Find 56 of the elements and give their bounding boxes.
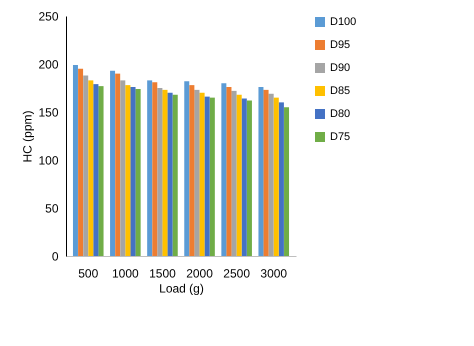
bar: [232, 90, 237, 256]
bar: [88, 80, 94, 256]
bar: [236, 94, 242, 256]
bar: [157, 88, 162, 256]
bar: [242, 98, 247, 256]
bar: [200, 92, 205, 256]
bar: [284, 107, 290, 256]
legend-label: D80: [330, 108, 350, 120]
bar: [246, 100, 252, 256]
bar: [115, 74, 120, 256]
bar: [194, 90, 200, 256]
y-tick-label: 0: [52, 250, 59, 264]
x-tick-label: 3000: [260, 266, 288, 280]
y-tick-label: 50: [45, 202, 59, 216]
x-tick-label: 2500: [223, 266, 250, 280]
bar: [72, 64, 78, 256]
bar: [93, 84, 98, 256]
bar: [162, 90, 168, 256]
bar: [264, 90, 269, 256]
bar: [204, 96, 210, 256]
x-tick-label: 1000: [112, 266, 140, 280]
x-tick-label: 500: [78, 266, 99, 280]
bar: [210, 98, 215, 256]
x-tick-label: 1500: [149, 266, 176, 280]
bar: [147, 80, 152, 256]
y-tick-label: 200: [38, 58, 59, 72]
bar: [274, 98, 279, 256]
y-tick-label: 250: [38, 10, 59, 24]
bar: [172, 94, 178, 256]
y-axis-title: HC (ppm): [20, 110, 34, 163]
bar: [184, 81, 190, 256]
bar: [258, 87, 264, 256]
bar: [136, 88, 141, 256]
y-tick-label: 150: [38, 106, 59, 120]
y-tick-label: 100: [38, 154, 59, 168]
bar: [120, 80, 126, 256]
legend-label: D90: [330, 62, 350, 74]
bar: [83, 76, 88, 256]
bar: [168, 92, 173, 256]
bar: [98, 86, 104, 256]
legend-label: D100: [330, 16, 356, 28]
bar: [152, 82, 158, 256]
x-tick-label: 2000: [186, 266, 214, 280]
bar: [110, 70, 116, 256]
bar: [278, 102, 284, 256]
bar: [226, 87, 232, 256]
bar: [221, 83, 226, 256]
bar: [130, 87, 136, 256]
bar: [268, 94, 274, 256]
legend-label: D95: [330, 39, 350, 51]
legend-label: D75: [330, 131, 350, 143]
bar: [78, 68, 84, 256]
bar: [125, 85, 130, 256]
x-axis-title: Load (g): [159, 282, 204, 296]
legend-label: D85: [330, 85, 350, 97]
bar: [189, 85, 194, 256]
